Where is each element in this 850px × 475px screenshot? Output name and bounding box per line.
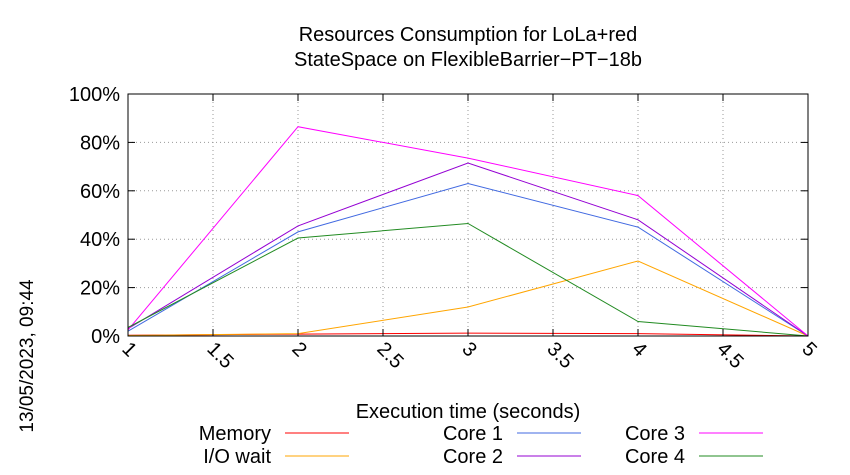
- chart-title-line-2: StateSpace on FlexibleBarrier−PT−18b: [294, 49, 642, 71]
- series-line-core-2: [127, 162, 809, 337]
- legend-label-i-o-wait: I/O wait: [203, 446, 271, 468]
- legend-label-memory: Memory: [199, 423, 271, 445]
- y-axis-ticks: 0% 20% 40% 60% 80% 100%: [69, 84, 808, 348]
- timestamp-label: 13/05/2023, 09:44: [17, 279, 38, 433]
- series-line-i-o-wait: [127, 260, 809, 337]
- grid: [128, 94, 808, 336]
- x-tick-label: 4.5: [712, 338, 747, 373]
- legend-label-core-3: Core 3: [625, 423, 685, 445]
- x-tick-label: 2: [287, 338, 310, 361]
- chart-title-line-1: Resources Consumption for LoLa+red: [299, 24, 638, 46]
- x-axis-ticks: 1 1.5 2 2.5 3 3.5 4 4.5 5: [117, 94, 821, 373]
- legend-label-core-2: Core 2: [443, 446, 503, 468]
- y-tick-label: 80%: [80, 132, 120, 154]
- series-line-core-4: [127, 222, 809, 337]
- x-axis-label: Execution time (seconds): [356, 401, 581, 423]
- series-line-core-3: [127, 126, 809, 337]
- y-tick-label: 40%: [80, 229, 120, 251]
- y-tick-label: 60%: [80, 181, 120, 203]
- x-tick-label: 3.5: [542, 338, 577, 373]
- series-lines: [127, 126, 809, 337]
- legend-label-core-1: Core 1: [443, 423, 503, 445]
- legend-label-core-4: Core 4: [625, 446, 685, 468]
- x-tick-label: 3: [457, 338, 480, 361]
- y-tick-label: 20%: [80, 278, 120, 300]
- y-tick-label: 100%: [69, 84, 120, 106]
- x-tick-label: 2.5: [372, 338, 407, 373]
- x-tick-label: 1: [117, 338, 140, 361]
- y-tick-label: 0%: [91, 326, 120, 348]
- x-tick-label: 4: [627, 338, 650, 361]
- series-line-core-1: [127, 182, 809, 337]
- x-tick-label: 1.5: [202, 338, 237, 373]
- x-tick-label: 5: [797, 338, 820, 361]
